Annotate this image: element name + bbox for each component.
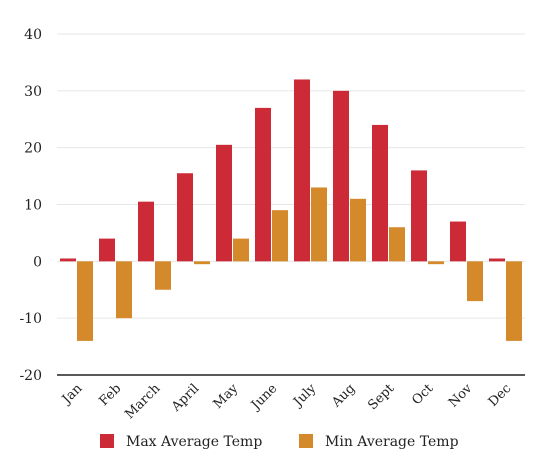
x-tick-label-oct: Oct xyxy=(409,381,437,409)
max-temp-bar-feb xyxy=(99,238,115,262)
x-tick-label-april: April xyxy=(168,381,202,415)
y-tick-label: 10 xyxy=(24,198,42,214)
legend: Max Average Temp Min Average Temp xyxy=(100,434,459,450)
x-tick-label-sept: Sept xyxy=(365,381,397,413)
max-temp-bar-nov xyxy=(450,221,466,262)
y-tick-label: 30 xyxy=(24,84,42,100)
min-temp-bar-sept xyxy=(389,227,405,262)
max-temp-bar-dec xyxy=(489,258,505,262)
y-tick-label: -20 xyxy=(19,368,42,384)
y-axis-ticks: 40 30 20 10 0 -10 -20 xyxy=(19,27,42,384)
max-temp-bar-oct xyxy=(411,170,427,262)
max-temp-bar-march xyxy=(138,201,154,262)
max-temp-bar-jan xyxy=(60,258,76,262)
y-tick-label: 0 xyxy=(33,254,42,270)
max-temp-bar-may xyxy=(216,144,232,262)
min-temp-bar-feb xyxy=(116,261,132,319)
bars xyxy=(60,79,522,341)
min-temp-bar-june xyxy=(272,210,288,262)
max-temp-bar-june xyxy=(255,107,271,262)
max-temp-bar-aug xyxy=(333,90,349,262)
x-tick-label-june: June xyxy=(247,381,280,414)
x-tick-label-jan: Jan xyxy=(58,381,86,409)
min-temp-legend-swatch xyxy=(299,434,313,448)
x-tick-label-march: March xyxy=(122,381,163,422)
y-tick-label: 40 xyxy=(24,27,42,43)
min-temp-bar-oct xyxy=(428,261,444,265)
min-temp-legend-label: Min Average Temp xyxy=(325,434,459,450)
y-tick-label: 20 xyxy=(24,141,42,157)
x-tick-label-july: July xyxy=(290,381,320,411)
x-tick-label-may: May xyxy=(211,381,242,412)
gridlines xyxy=(57,33,525,319)
x-tick-label-dec: Dec xyxy=(486,381,515,410)
x-tick-label-nov: Nov xyxy=(446,381,476,411)
min-temp-bar-april xyxy=(194,261,210,265)
min-temp-bar-may xyxy=(233,238,249,262)
y-tick-label: -10 xyxy=(19,311,42,327)
x-tick-label-aug: Aug xyxy=(329,381,359,411)
x-tick-label-feb: Feb xyxy=(97,381,125,409)
max-temp-bar-april xyxy=(177,173,193,262)
min-temp-bar-jan xyxy=(77,261,93,341)
min-temp-bar-nov xyxy=(467,261,483,302)
max-temp-bar-sept xyxy=(372,124,388,262)
max-temp-bar-july xyxy=(294,79,310,262)
max-temp-legend-label: Max Average Temp xyxy=(126,434,262,450)
max-temp-legend-swatch xyxy=(100,434,114,448)
min-temp-bar-aug xyxy=(350,198,366,262)
min-temp-bar-march xyxy=(155,261,171,290)
min-temp-bar-july xyxy=(311,187,327,262)
min-temp-bar-dec xyxy=(506,261,522,341)
